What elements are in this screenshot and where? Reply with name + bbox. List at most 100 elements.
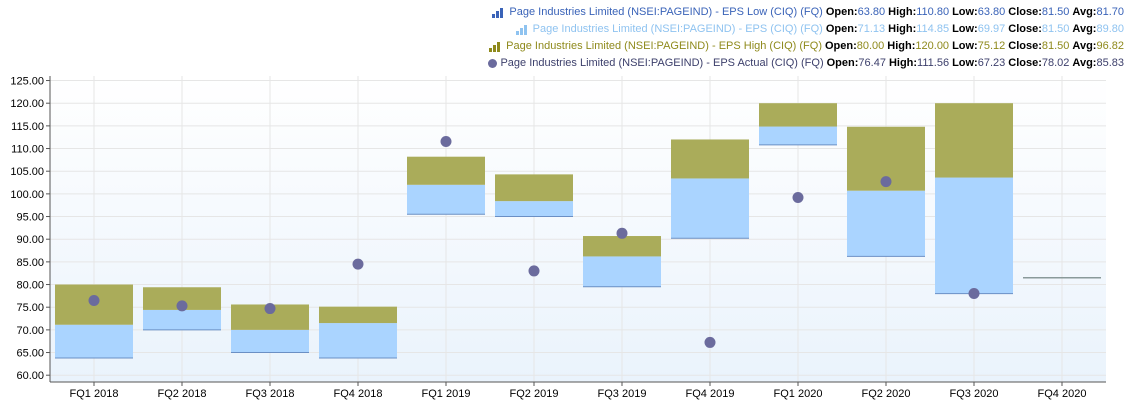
legend-avg-value: 81.70 — [1096, 6, 1124, 18]
legend-item-actual[interactable]: Page Industries Limited (NSEI:PAGEIND) -… — [487, 55, 1127, 72]
bars-icon — [487, 41, 503, 53]
legend-open-value: 63.80 — [857, 6, 886, 18]
x-tick-label: FQ2 2020 — [862, 388, 911, 400]
eps-actual-point — [88, 295, 100, 307]
legend-open-label: Open: — [826, 57, 859, 69]
x-tick-label: FQ4 2019 — [686, 388, 735, 400]
y-tick-label: 60.00 — [16, 370, 44, 382]
y-tick-label: 120.00 — [10, 98, 44, 110]
eps-low-bar — [143, 309, 221, 330]
legend-series-name: Page Industries Limited (NSEI:PAGEIND) -… — [506, 40, 822, 52]
eps-high-bar — [759, 103, 837, 127]
legend-close-value: 81.50 — [1041, 6, 1070, 18]
y-tick-label: 125.00 — [10, 76, 44, 88]
legend-high-label: High: — [888, 57, 918, 69]
legend-low-label: Low: — [952, 57, 978, 69]
x-tick-label: FQ1 2019 — [422, 388, 471, 400]
x-tick-label: FQ3 2019 — [598, 388, 647, 400]
legend-item-low[interactable]: Page Industries Limited (NSEI:PAGEIND) -… — [487, 4, 1127, 21]
legend-open-label: Open: — [824, 40, 857, 52]
eps-actual-point — [880, 176, 892, 188]
legend-series-name: Page Industries Limited (NSEI:PAGEIND) -… — [500, 57, 824, 69]
legend-close-label: Close: — [1008, 6, 1042, 18]
eps-low-bar — [495, 201, 573, 217]
bars-icon — [490, 7, 506, 19]
eps-low-bar — [55, 324, 133, 358]
legend-avg-label: Avg: — [1072, 6, 1097, 18]
y-tick-label: 110.00 — [11, 144, 44, 156]
eps-low-bar — [759, 126, 837, 145]
eps-actual-point — [704, 336, 716, 348]
eps-high-bar — [319, 306, 397, 324]
x-tick-label: FQ3 2018 — [246, 388, 295, 400]
legend-avg-value: 89.80 — [1096, 23, 1124, 35]
y-tick-label: 115.00 — [11, 121, 44, 133]
eps-high-bar — [495, 174, 573, 202]
x-tick-label: FQ3 2020 — [950, 388, 999, 400]
legend-open-label: Open: — [825, 6, 858, 18]
eps-actual-point — [968, 288, 980, 300]
eps-high-bar — [143, 287, 221, 310]
legend-avg-label: Avg: — [1072, 40, 1097, 52]
y-tick-label: 105.00 — [10, 166, 44, 178]
legend-open-value: 71.13 — [857, 23, 886, 35]
y-tick-label: 90.00 — [16, 234, 44, 246]
x-tick-label: FQ2 2019 — [510, 388, 559, 400]
legend-close-label: Close: — [1008, 23, 1042, 35]
legend-high-value: 120.00 — [915, 40, 950, 52]
legend-low-value: 69.97 — [977, 23, 1006, 35]
eps-actual-point — [264, 303, 276, 315]
eps-actual-point — [792, 191, 804, 203]
legend-low-label: Low: — [952, 6, 978, 18]
y-tick-label: 100.00 — [10, 189, 44, 201]
y-tick-label: 95.00 — [16, 212, 44, 224]
legend-low-label: Low: — [952, 40, 978, 52]
eps-actual-point — [616, 227, 628, 239]
plot-background — [50, 76, 1106, 382]
legend-low-value: 63.80 — [977, 6, 1006, 18]
eps-low-bar — [847, 190, 925, 257]
eps-actual-point — [440, 135, 452, 147]
legend-close-label: Close: — [1008, 40, 1042, 52]
eps-low-bar — [231, 329, 309, 353]
eps-low-bar — [407, 184, 485, 215]
eps-high-bar — [671, 139, 749, 179]
legend-close-value: 81.50 — [1041, 40, 1070, 52]
legend-item-high[interactable]: Page Industries Limited (NSEI:PAGEIND) -… — [487, 38, 1127, 55]
legend-close-value: 81.50 — [1041, 23, 1070, 35]
y-tick-label: 70.00 — [16, 325, 44, 337]
legend-low-value: 75.12 — [977, 40, 1006, 52]
y-tick-label: 65.00 — [16, 348, 44, 360]
eps-high-bar — [935, 103, 1013, 178]
legend-high-label: High: — [887, 40, 916, 52]
eps-low-bar — [583, 256, 661, 287]
legend-close-label: Close: — [1008, 57, 1042, 69]
legend-open-value: 80.00 — [856, 40, 885, 52]
eps-high-bar — [583, 236, 661, 257]
y-tick-label: 80.00 — [16, 280, 44, 292]
legend-avg-label: Avg: — [1072, 57, 1097, 69]
legend-open-value: 76.47 — [858, 57, 886, 69]
legend-low-value: 67.23 — [977, 57, 1006, 69]
eps-actual-point — [528, 265, 540, 277]
legend-high-value: 111.56 — [917, 57, 950, 69]
legend-item-est[interactable]: Page Industries Limited (NSEI:PAGEIND) -… — [487, 21, 1127, 38]
dot-icon — [488, 59, 498, 68]
legend-avg-value: 85.83 — [1096, 57, 1124, 69]
legend-open-label: Open: — [825, 23, 858, 35]
legend-close-value: 78.02 — [1041, 57, 1070, 69]
eps-low-bar — [319, 323, 397, 358]
legend-high-label: High: — [888, 6, 917, 18]
x-tick-label: FQ2 2018 — [158, 388, 207, 400]
eps-low-bar — [935, 177, 1013, 294]
legend-series-name: Page Industries Limited (NSEI:PAGEIND) -… — [509, 6, 823, 18]
eps-high-bar — [407, 156, 485, 185]
eps-actual-point — [352, 258, 364, 270]
x-tick-label: FQ4 2020 — [1038, 388, 1087, 400]
x-tick-label: FQ4 2018 — [334, 388, 383, 400]
x-tick-label: FQ1 2018 — [70, 388, 119, 400]
legend-series-name: Page Industries Limited (NSEI:PAGEIND) -… — [532, 23, 823, 35]
legend-high-value: 114.85 — [916, 23, 950, 35]
legend-avg-label: Avg: — [1072, 23, 1097, 35]
